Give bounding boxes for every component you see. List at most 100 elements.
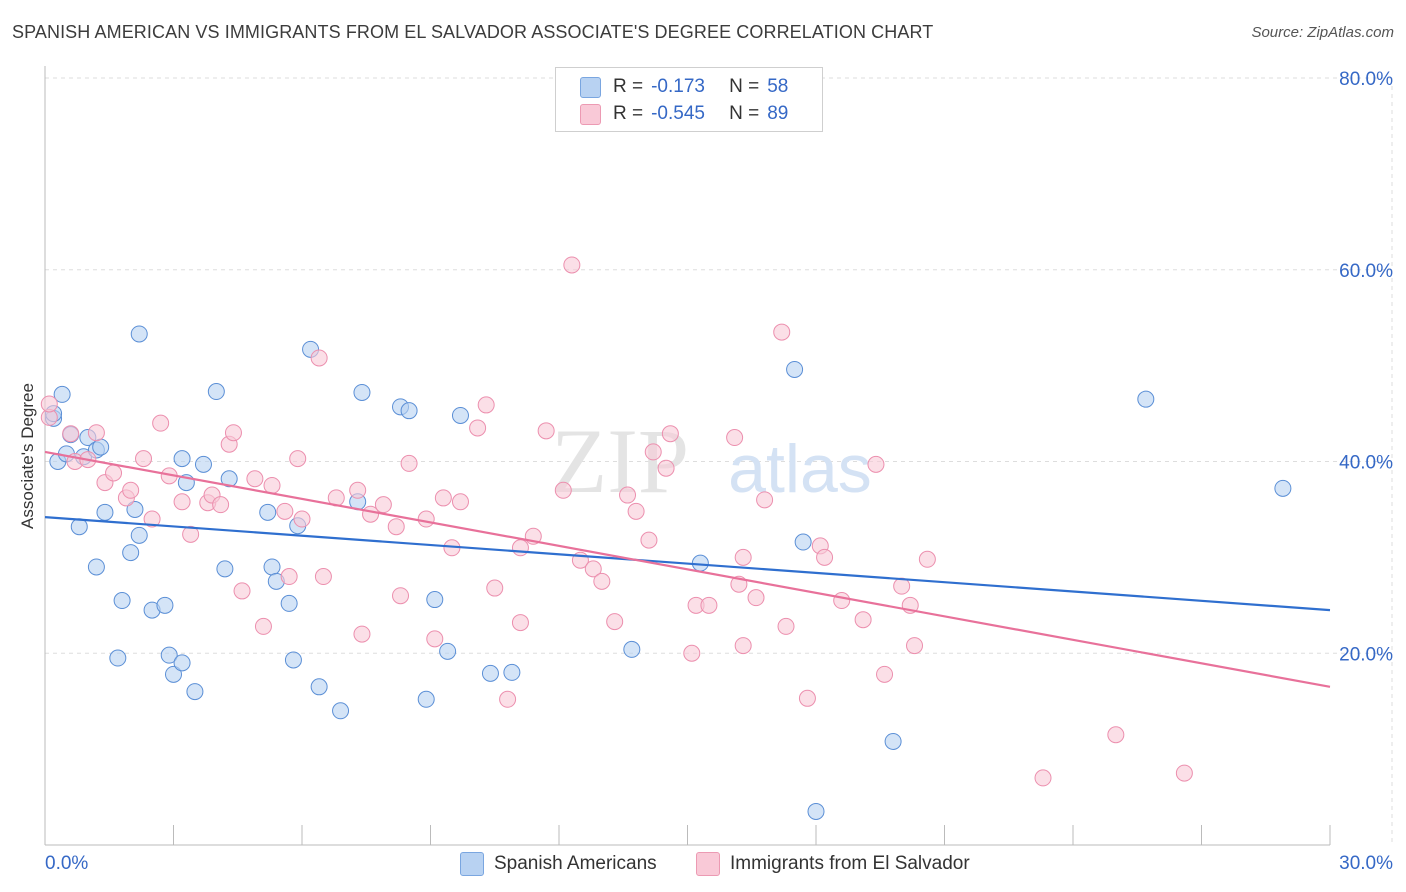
point-spanish-americans xyxy=(1137,390,1155,408)
point-spanish-americans xyxy=(259,503,277,521)
point-spanish-americans xyxy=(280,594,298,612)
point-immigrants-el-salvador xyxy=(135,450,153,468)
point-immigrants-el-salvador xyxy=(122,481,140,499)
point-immigrants-el-salvador xyxy=(1107,726,1125,744)
tick-labels: 20.0% 40.0% 60.0% 80.0% 0.0% 30.0% xyxy=(45,69,1393,874)
point-immigrants-el-salvador xyxy=(606,613,624,631)
point-immigrants-el-salvador xyxy=(554,481,572,499)
legend-swatch-blue xyxy=(580,76,601,98)
point-immigrants-el-salvador xyxy=(434,489,452,507)
point-spanish-americans xyxy=(109,649,127,667)
axes xyxy=(44,66,1331,846)
point-spanish-americans xyxy=(451,406,469,424)
point-immigrants-el-salvador xyxy=(537,422,555,440)
point-immigrants-el-salvador xyxy=(627,502,645,520)
legend-row-spanish: R = -0.173 N = 58 xyxy=(580,74,788,100)
point-immigrants-el-salvador xyxy=(1034,769,1052,787)
point-immigrants-el-salvador xyxy=(906,637,924,655)
trend-lines xyxy=(44,450,1331,688)
point-immigrants-el-salvador xyxy=(1175,764,1193,782)
point-immigrants-el-salvador xyxy=(833,592,851,610)
point-immigrants-el-salvador xyxy=(747,589,765,607)
point-spanish-americans xyxy=(165,665,182,683)
point-spanish-americans xyxy=(884,732,902,750)
point-immigrants-el-salvador xyxy=(773,323,791,341)
point-immigrants-el-salvador xyxy=(734,548,752,566)
point-immigrants-el-salvador xyxy=(314,568,332,586)
point-immigrants-el-salvador xyxy=(143,510,161,528)
point-spanish-americans xyxy=(160,646,178,664)
correlation-legend: R = -0.173 N = 58 R = -0.545 N = 89 xyxy=(555,67,823,132)
point-immigrants-el-salvador xyxy=(486,579,504,597)
legend-label: Spanish Americans xyxy=(494,853,657,874)
point-immigrants-el-salvador xyxy=(310,349,328,367)
legend-row-salvador: R = -0.545 N = 89 xyxy=(580,101,788,127)
point-immigrants-el-salvador xyxy=(816,548,834,566)
x-tick-label: 30.0% xyxy=(1339,853,1393,874)
y-tick-label: 80.0% xyxy=(1339,69,1393,90)
points-layer xyxy=(40,256,1292,820)
legend-swatch-pink xyxy=(580,103,601,125)
r-value: -0.173 xyxy=(651,76,705,97)
point-immigrants-el-salvador xyxy=(417,510,435,528)
y-axis-label: Associate's Degree xyxy=(18,383,37,529)
point-immigrants-el-salvador xyxy=(867,455,885,473)
y-tick-label: 60.0% xyxy=(1339,261,1393,282)
r-label: R = xyxy=(613,103,644,124)
point-immigrants-el-salvador xyxy=(477,396,495,414)
point-spanish-americans xyxy=(92,438,110,456)
point-spanish-americans xyxy=(113,592,131,610)
point-spanish-americans xyxy=(53,385,71,403)
point-immigrants-el-salvador xyxy=(400,454,418,472)
point-immigrants-el-salvador xyxy=(511,614,529,632)
point-spanish-americans xyxy=(332,702,350,720)
point-immigrants-el-salvador xyxy=(254,617,272,635)
point-immigrants-el-salvador xyxy=(777,617,795,635)
legend-item-immigrants-el-salvador: Immigrants from El Salvador xyxy=(696,852,970,876)
point-immigrants-el-salvador xyxy=(182,525,200,543)
series-legend: Spanish Americans Immigrants from El Sal… xyxy=(0,852,1406,878)
point-immigrants-el-salvador xyxy=(593,572,611,590)
point-spanish-americans xyxy=(353,383,371,401)
point-spanish-americans xyxy=(122,544,140,562)
legend-swatch-pink xyxy=(696,852,720,876)
point-spanish-americans xyxy=(503,663,521,681)
point-immigrants-el-salvador xyxy=(657,459,675,477)
point-spanish-americans xyxy=(439,642,457,660)
point-immigrants-el-salvador xyxy=(734,637,752,655)
chart-title: SPANISH AMERICAN VS IMMIGRANTS FROM EL S… xyxy=(12,22,934,42)
point-immigrants-el-salvador xyxy=(640,531,658,549)
point-spanish-americans xyxy=(426,591,444,609)
r-label: R = xyxy=(613,76,644,97)
n-label: N = xyxy=(729,103,760,124)
point-spanish-americans xyxy=(284,651,302,669)
grid-lines xyxy=(45,77,1393,845)
point-immigrants-el-salvador xyxy=(451,493,469,511)
point-spanish-americans xyxy=(130,325,148,343)
point-immigrants-el-salvador xyxy=(246,470,264,488)
point-spanish-americans xyxy=(87,558,105,576)
point-immigrants-el-salvador xyxy=(426,630,444,648)
point-immigrants-el-salvador xyxy=(661,425,679,443)
point-immigrants-el-salvador xyxy=(87,424,105,442)
point-spanish-americans xyxy=(186,683,204,701)
point-spanish-americans xyxy=(130,526,148,544)
point-immigrants-el-salvador xyxy=(918,550,936,568)
point-immigrants-el-salvador xyxy=(40,395,58,413)
point-immigrants-el-salvador xyxy=(584,560,602,578)
n-label: N = xyxy=(729,76,760,97)
point-spanish-americans xyxy=(173,654,191,672)
point-immigrants-el-salvador xyxy=(280,568,298,586)
point-spanish-americans xyxy=(220,470,238,488)
point-immigrants-el-salvador xyxy=(392,587,410,605)
point-spanish-americans xyxy=(794,533,812,551)
point-immigrants-el-salvador xyxy=(293,510,311,528)
point-spanish-americans xyxy=(173,450,191,468)
point-immigrants-el-salvador xyxy=(276,502,294,520)
point-immigrants-el-salvador xyxy=(644,443,662,461)
point-immigrants-el-salvador xyxy=(726,429,744,447)
point-spanish-americans xyxy=(126,500,144,518)
legend-label: Immigrants from El Salvador xyxy=(730,853,970,874)
point-spanish-americans xyxy=(96,503,114,521)
